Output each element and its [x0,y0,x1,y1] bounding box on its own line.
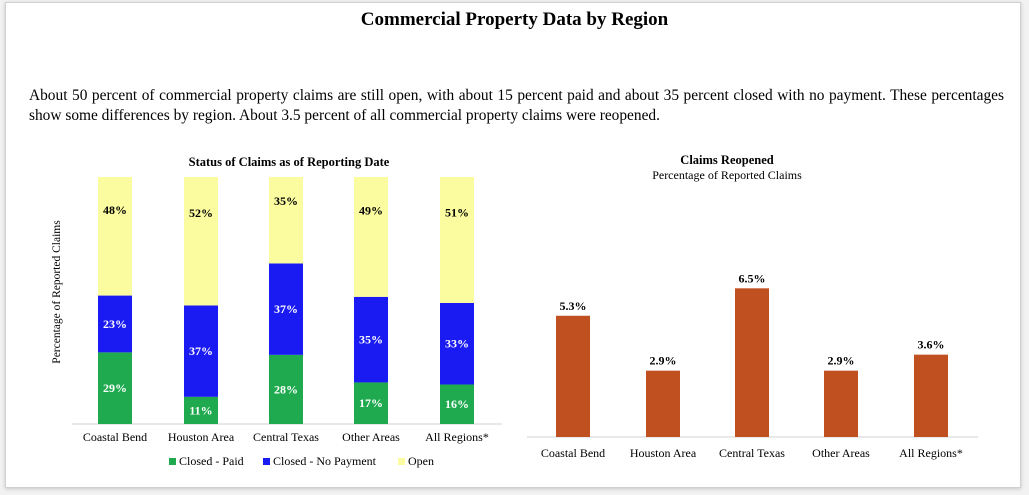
data-label-open-coastal-bend: 48% [103,203,127,217]
x-tick-central-texas: Central Texas [253,430,319,444]
bar-segment-open-coastal-bend [98,177,132,296]
bar-segment-closed-no-payment-central-texas [269,263,303,355]
bar-segment-closed-no-payment-houston-area [184,305,218,397]
chart1-title: Status of Claims as of Reporting Date [189,155,390,169]
bar-segment-closed-paid-houston-area [184,396,218,424]
bar-segment-closed-paid-coastal-bend [98,352,132,424]
data-label-open-houston-area: 52% [189,206,213,220]
data-label-closed-paid-houston-area: 11% [189,403,212,417]
legend-label-closed-paid: Closed - Paid [179,454,244,468]
legend-swatch-closed-no-payment [263,458,270,465]
chart2-title: Claims Reopened [680,153,773,167]
reopened-label-central-texas: 6.5% [739,271,766,285]
data-label-open-all-regions: 51% [445,205,469,219]
reopened-bar-all-regions [914,354,948,437]
bar-segment-open-all-regions [440,177,474,303]
data-label-closed-no-payment-all-regions: 33% [445,337,469,351]
bar-segment-open-houston-area [184,177,218,306]
data-label-closed-no-payment-other-areas: 35% [359,333,383,347]
bar-segment-open-other-areas [354,177,388,297]
bar-segment-closed-no-payment-coastal-bend [98,295,132,353]
x-tick-houston-area: Houston Area [168,430,235,444]
bar-segment-closed-paid-other-areas [354,382,388,424]
bar-segment-closed-no-payment-all-regions [440,302,474,385]
reopened-label-coastal-bend: 5.3% [560,299,587,313]
x-tick-other-areas: Other Areas [342,430,400,444]
data-label-closed-paid-all-regions: 16% [445,397,469,411]
reopened-label-houston-area: 2.9% [650,354,677,368]
x-tick-all-regions: All Regions* [899,446,963,460]
chart1-bars: 29% 23% 48% 11% 37% 52% 28% 37% 35% 17% 35% 49% 16% 3… [98,177,474,424]
reopened-bar-other-areas [824,370,858,437]
legend-label-closed-no-payment: Closed - No Payment [273,454,377,468]
chart1-legend: Closed - Paid Closed - No Payment Open [169,454,434,468]
data-label-closed-no-payment-houston-area: 37% [189,344,213,358]
chart1-x-ticks: Coastal Bend Houston Area Central Texas Oth… [83,430,489,444]
chart2-x-ticks: Coastal Bend Houston Area Central Texas Oth… [541,446,963,460]
legend-swatch-closed-paid [169,458,176,465]
legend-label-open: Open [408,454,434,468]
x-tick-houston-area: Houston Area [630,446,697,460]
data-label-closed-paid-coastal-bend: 29% [103,381,127,395]
chart2-subtitle: Percentage of Reported Claims [652,168,802,182]
data-label-closed-paid-central-texas: 28% [274,382,298,396]
x-tick-other-areas: Other Areas [812,446,870,460]
bar-segment-closed-paid-central-texas [269,354,303,424]
bar-segment-closed-paid-all-regions [440,384,474,424]
page-description: About 50 percent of commercial property … [29,87,1004,124]
x-tick-all-regions: All Regions* [425,430,489,444]
data-label-closed-paid-other-areas: 17% [359,396,383,410]
x-tick-coastal-bend: Coastal Bend [541,446,605,460]
chart2-bars: 5.3% 2.9% 6.5% 2.9% 3.6% [556,271,948,437]
data-label-closed-no-payment-coastal-bend: 23% [103,317,127,331]
reopened-bar-central-texas [735,288,769,437]
reopened-bar-houston-area [646,370,680,437]
data-label-open-central-texas: 35% [274,194,298,208]
data-label-closed-no-payment-central-texas: 37% [274,302,298,316]
bar-segment-closed-no-payment-other-areas [354,296,388,383]
data-label-open-other-areas: 49% [359,204,383,218]
legend-swatch-open [398,458,405,465]
reopened-label-other-areas: 2.9% [828,354,855,368]
page-title: Commercial Property Data by Region [360,9,669,30]
reopened-label-all-regions: 3.6% [918,338,945,352]
x-tick-central-texas: Central Texas [719,446,785,460]
x-tick-coastal-bend: Coastal Bend [83,430,147,444]
chart1-ylabel: Percentage of Reported Claims [51,220,63,364]
reopened-bar-coastal-bend [556,315,590,437]
bar-segment-open-central-texas [269,177,303,264]
